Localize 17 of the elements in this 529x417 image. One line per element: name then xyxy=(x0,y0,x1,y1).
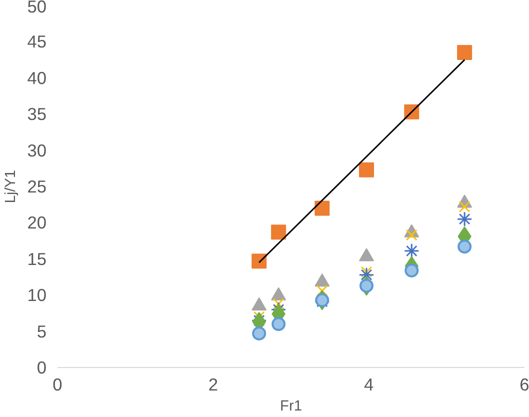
y-tick-label: 5 xyxy=(36,321,47,342)
y-tick-label: 0 xyxy=(36,358,47,378)
y-tick-label: 35 xyxy=(27,104,47,124)
y-axis-title: Lj/Y1 xyxy=(3,170,20,204)
y-tick-label: 45 xyxy=(27,32,47,52)
y-tick-label: 10 xyxy=(27,285,47,306)
y-tick-label: 50 xyxy=(27,0,47,16)
x-tick-label: 4 xyxy=(364,374,374,394)
y-tick-label: 30 xyxy=(27,140,47,160)
y-tick-label: 25 xyxy=(27,176,47,196)
x-tick-label: 6 xyxy=(520,374,529,394)
x-axis-title: Fr1 xyxy=(280,398,302,414)
y-tick-label: 20 xyxy=(27,212,47,233)
y-tick-label: 15 xyxy=(27,248,47,269)
y-tick-label: 40 xyxy=(27,68,47,88)
x-tick-label: 0 xyxy=(52,374,62,394)
x-tick-label: 2 xyxy=(208,374,218,394)
